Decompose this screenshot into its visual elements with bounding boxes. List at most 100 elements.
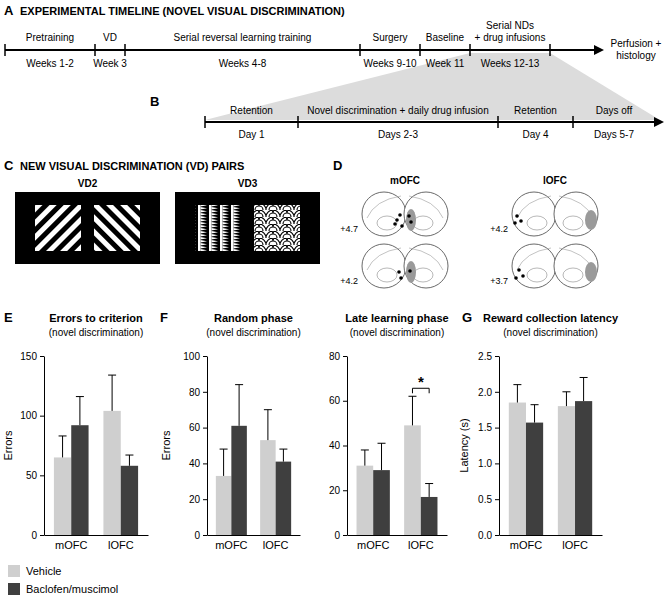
bar <box>526 423 543 535</box>
axis-line <box>347 357 348 536</box>
tick-mark <box>203 392 207 393</box>
tick-mark <box>495 499 499 500</box>
timeline-tick <box>297 116 299 128</box>
tick-mark <box>343 446 347 447</box>
placement-dot <box>393 222 397 226</box>
stimulus-screen <box>15 192 160 264</box>
tick-label: 2.0 <box>478 387 492 398</box>
section-level: +4.7 <box>340 224 358 234</box>
chart-subtitle: (novel discrimination) <box>49 327 143 338</box>
legend-swatch <box>8 565 20 577</box>
tick: 100 <box>183 351 207 362</box>
brain-outline <box>512 244 556 288</box>
legend: VehicleBaclofen/muscimol <box>8 565 118 595</box>
placement-dot <box>521 274 525 278</box>
error-bar <box>220 449 228 476</box>
error-bar <box>580 377 588 401</box>
y-axis-title: Errors <box>160 430 172 460</box>
tick-mark <box>495 463 499 464</box>
tick: 100 <box>20 410 44 421</box>
tick-label: 100 <box>20 410 37 421</box>
stage-name: Serial reversal learning training <box>174 32 312 43</box>
placement-dot <box>519 219 523 223</box>
tick-mark <box>495 356 499 357</box>
tick-label: 60 <box>189 422 201 433</box>
chart-title: Reward collection latency <box>483 312 619 324</box>
y-axis-title: Errors <box>2 430 14 460</box>
tick-label: 40 <box>329 440 341 451</box>
tick-mark <box>40 416 44 417</box>
target-region <box>585 210 597 230</box>
tick: 80 <box>189 387 207 398</box>
target-region <box>406 261 416 283</box>
timeline-axis <box>205 121 662 123</box>
brain-outline <box>512 192 556 236</box>
stage-period: Week 3 <box>93 58 127 69</box>
brain-structure <box>527 216 547 230</box>
bar <box>509 403 526 535</box>
tick-mark <box>343 401 347 402</box>
stimulus-screen <box>175 192 320 264</box>
tick-mark <box>203 499 207 500</box>
legend-label: Baclofen/muscimol <box>26 583 118 595</box>
tick-mark <box>495 428 499 429</box>
panel-a: AEXPERIMENTAL TIMELINE (NOVEL VISUAL DIS… <box>4 3 662 69</box>
tick: 60 <box>189 422 207 433</box>
axis-line <box>45 535 149 536</box>
chart: GReward collection latency(novel discrim… <box>458 310 619 551</box>
figure: AEXPERIMENTAL TIMELINE (NOVEL VISUAL DIS… <box>0 0 666 602</box>
timeline-tick <box>469 44 471 56</box>
chart-subtitle: (novel discrimination) <box>503 327 597 338</box>
bar <box>216 476 232 535</box>
chart-subtitle: (novel discrimination) <box>206 327 300 338</box>
tick: mOFC <box>357 535 389 551</box>
stage-name: Perfusion + <box>611 38 662 49</box>
panel-label: F <box>160 310 168 325</box>
tick-label: 150 <box>20 351 37 362</box>
tick-label: lOFC <box>562 539 588 551</box>
error-bar <box>361 450 369 466</box>
stage-name: Retention <box>514 105 557 116</box>
tick-mark <box>343 356 347 357</box>
tick-label: 20 <box>189 494 201 505</box>
axis-line <box>348 535 448 536</box>
bar <box>404 425 421 535</box>
stage-name: Pretraining <box>26 32 74 43</box>
zoom-shade <box>205 53 660 120</box>
brain-outline <box>362 192 406 236</box>
tick-label: mOFC <box>357 539 389 551</box>
bar <box>103 411 120 535</box>
bar <box>373 470 390 535</box>
tick-label: 60 <box>329 395 341 406</box>
axis-line <box>207 357 208 536</box>
tick-mark <box>40 535 44 536</box>
timeline-tick <box>419 44 421 56</box>
brain-outline <box>554 244 598 288</box>
stage-name: Days off <box>596 105 633 116</box>
stage-name: + drug infusions <box>475 32 546 43</box>
bar <box>357 466 374 535</box>
placement-dot <box>408 269 412 273</box>
stimulus <box>195 205 241 251</box>
tick-mark <box>203 428 207 429</box>
brain-outline <box>404 244 448 288</box>
error-bar <box>125 455 133 466</box>
pair-label: VD2 <box>78 178 98 189</box>
timeline-tick <box>124 44 126 56</box>
error-bar <box>264 410 272 440</box>
tick: lOFC <box>108 535 134 551</box>
panel-title: NEW VISUAL DISCRIMINATION (VD) PAIRS <box>20 160 244 172</box>
chart-title: Errors to criterion <box>49 312 143 324</box>
bar <box>260 440 276 535</box>
error-bar <box>108 375 116 411</box>
tick: mOFC <box>215 535 247 551</box>
tick: 1.0 <box>478 458 499 469</box>
stimulus <box>94 205 140 251</box>
brain-structure <box>377 216 397 230</box>
tick: 20 <box>189 494 207 505</box>
panel-c: CNEW VISUAL DISCRIMINATION (VD) PAIRSVD2… <box>4 158 320 264</box>
error-bar <box>425 484 433 497</box>
bar <box>575 401 592 535</box>
tick-label: 1.0 <box>478 458 492 469</box>
tick: 0 <box>334 530 347 541</box>
